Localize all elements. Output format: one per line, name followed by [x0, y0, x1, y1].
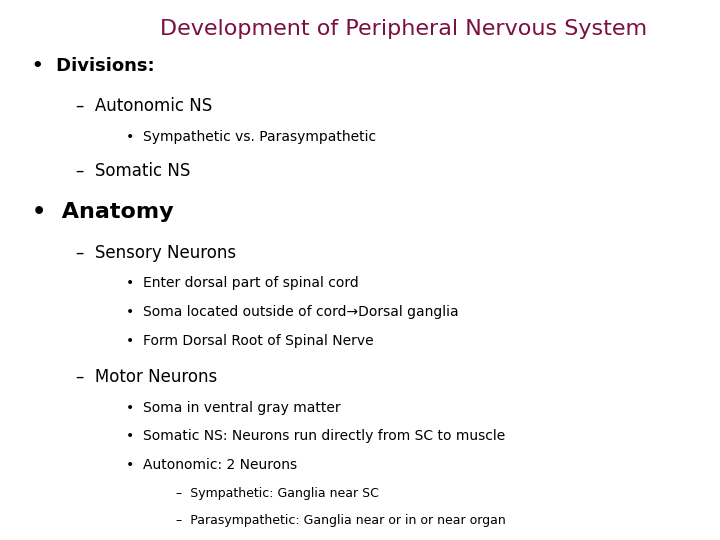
Text: –  Somatic NS: – Somatic NS — [76, 162, 190, 180]
Text: •  Enter dorsal part of spinal cord: • Enter dorsal part of spinal cord — [126, 276, 359, 291]
Text: •  Anatomy: • Anatomy — [32, 202, 174, 222]
Text: •  Form Dorsal Root of Spinal Nerve: • Form Dorsal Root of Spinal Nerve — [126, 334, 374, 348]
Text: •  Autonomic: 2 Neurons: • Autonomic: 2 Neurons — [126, 458, 297, 472]
Text: •  Soma in ventral gray matter: • Soma in ventral gray matter — [126, 401, 341, 415]
Text: –  Parasympathetic: Ganglia near or in or near organ: – Parasympathetic: Ganglia near or in or… — [176, 514, 506, 527]
Text: •  Sympathetic vs. Parasympathetic: • Sympathetic vs. Parasympathetic — [126, 130, 376, 144]
Text: •  Soma located outside of cord→Dorsal ganglia: • Soma located outside of cord→Dorsal ga… — [126, 305, 459, 319]
Text: Development of Peripheral Nervous System: Development of Peripheral Nervous System — [160, 19, 647, 39]
Text: •  Divisions:: • Divisions: — [32, 57, 155, 75]
Text: •  Somatic NS: Neurons run directly from SC to muscle: • Somatic NS: Neurons run directly from … — [126, 429, 505, 443]
Text: –  Sympathetic: Ganglia near SC: – Sympathetic: Ganglia near SC — [176, 487, 379, 500]
Text: –  Motor Neurons: – Motor Neurons — [76, 368, 217, 386]
Text: –  Sensory Neurons: – Sensory Neurons — [76, 244, 235, 262]
Text: –  Autonomic NS: – Autonomic NS — [76, 97, 212, 115]
